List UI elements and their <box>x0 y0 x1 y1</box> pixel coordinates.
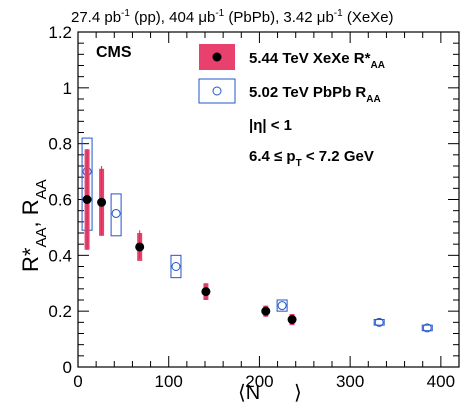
legend-xexe-marker <box>212 52 222 62</box>
legend-pbpb-marker <box>212 86 222 96</box>
data-marks <box>81 137 433 333</box>
x-tick-label: 0 <box>73 372 82 391</box>
y-tick-label: 0.2 <box>48 302 72 321</box>
pbpb-point <box>111 208 121 218</box>
y-tick-label: 0.6 <box>48 191 72 210</box>
xexe-point <box>82 195 92 204</box>
x-axis-label: ⟨N <box>238 382 260 404</box>
pt-annotation: 6.4 ≤ pT < 7.2 GeV <box>249 148 374 169</box>
y-axis-label: R*AA, RAA <box>18 179 50 272</box>
x-tick-label: 100 <box>155 372 183 391</box>
y-tick-label: 1.2 <box>48 23 72 42</box>
legend-pbpb-swatch <box>198 78 236 104</box>
y-tick-label: 0 <box>63 358 72 377</box>
x-tick-labels: 0 100 200 300 400 <box>73 372 455 391</box>
y-tick-label: 0.4 <box>48 246 72 265</box>
pbpb-point <box>277 301 287 311</box>
xexe-point <box>287 315 297 325</box>
xexe-point <box>97 197 107 207</box>
x-axis-label-close: ⟩ <box>294 382 302 404</box>
xexe-point <box>135 242 145 252</box>
pbpb-sys-box <box>170 254 182 279</box>
legend-xexe-label: 5.44 TeV XeXe R*AA <box>249 50 385 71</box>
axis-ticks <box>77 31 460 368</box>
x-tick-label: 400 <box>427 372 455 391</box>
pbpb-point <box>422 323 432 333</box>
pbpb-sys-box <box>276 299 288 312</box>
xexe-point <box>201 287 211 297</box>
y-tick-label: 1 <box>63 79 72 98</box>
pbpb-sys-box <box>421 324 433 332</box>
legend-pbpb-label: 5.02 TeV PbPb RAA <box>249 84 381 105</box>
plot-frame <box>77 31 460 368</box>
experiment-label: CMS <box>96 44 132 61</box>
x-tick-label: 300 <box>336 372 364 391</box>
legend: 5.44 TeV XeXe R*AA 5.02 TeV PbPb RAA |η|… <box>198 44 385 169</box>
pbpb-sys-box <box>373 319 385 326</box>
pbpb-sys-box <box>110 193 122 237</box>
x-tick-label: 200 <box>245 372 273 391</box>
eta-annotation: |η| < 1 <box>249 117 292 134</box>
pbpb-point <box>374 317 384 327</box>
xexe-point <box>261 306 271 316</box>
y-tick-label: 0.8 <box>48 135 72 154</box>
luminosity-header: 27.4 pb-1 (pp), 404 μb-1 (PbPb), 3.42 μb… <box>71 8 394 26</box>
pbpb-point <box>171 262 181 271</box>
y-tick-labels: 0 0.2 0.4 0.6 0.8 1 1.2 <box>48 23 72 377</box>
